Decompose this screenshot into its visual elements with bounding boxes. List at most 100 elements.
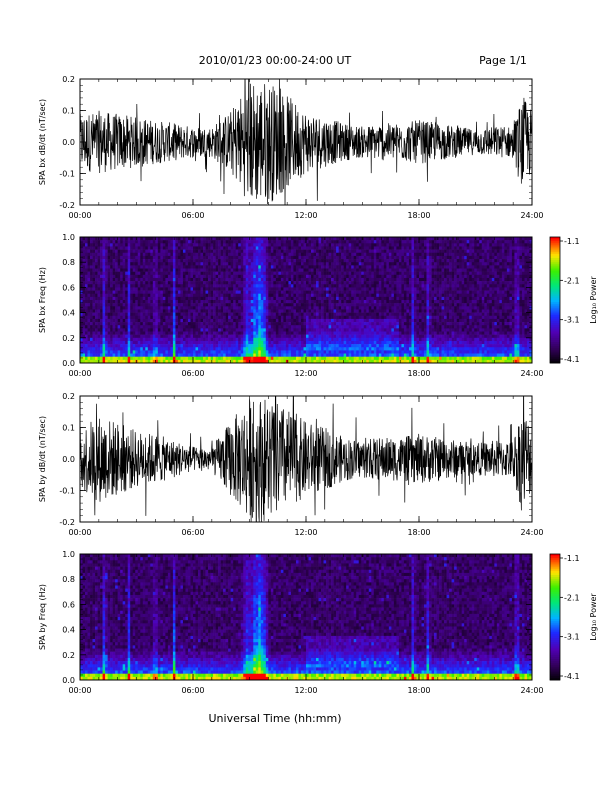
spectrogram-cell [137, 287, 141, 291]
spectrogram-cell [182, 293, 186, 298]
spectrogram-cell [127, 243, 131, 247]
spectrogram-cell [182, 252, 186, 257]
spectrogram-cell [300, 240, 304, 244]
spectrogram-cell [328, 262, 332, 266]
spectrogram-cell [343, 293, 347, 298]
spectrogram-cell [225, 271, 229, 276]
spectrogram-cell [225, 284, 229, 288]
spectrogram-cell [92, 322, 96, 326]
spectrogram-cell [283, 300, 287, 304]
spectrogram-cell [175, 259, 179, 263]
spectrogram-cell [198, 287, 201, 291]
spectrogram-cell [223, 325, 226, 329]
spectrogram-cell [198, 296, 201, 301]
spectrogram-cell [333, 344, 337, 348]
spectrogram-cell [306, 252, 309, 257]
spectrogram-cell [313, 277, 317, 282]
spectrogram-cell [142, 344, 146, 348]
spectrogram-cell [230, 350, 234, 354]
spectrogram-cell [120, 344, 123, 348]
spectrogram-cell [233, 356, 236, 361]
spectrogram-cell [115, 240, 118, 244]
spectrogram-cell [115, 246, 118, 250]
spectrogram-cell [137, 347, 141, 351]
spectrogram-cell [140, 243, 144, 247]
spectrogram-cell [132, 300, 136, 304]
spectrogram-cell [132, 274, 136, 279]
spectrogram-cell [338, 350, 342, 354]
spectrogram-cell [218, 300, 221, 304]
spectrogram-cell [353, 318, 357, 323]
spectrogram-cell [356, 268, 360, 272]
spectrogram-cell [102, 322, 106, 326]
spectrogram-cell [175, 340, 179, 345]
spectrogram-cell [306, 284, 309, 288]
spectrogram-cell [255, 268, 259, 272]
spectrogram-cell [253, 293, 257, 298]
spectrogram-cell [210, 322, 214, 326]
spectrogram-cell [368, 277, 372, 282]
spectrogram-cell [295, 325, 299, 329]
spectrogram-cell [298, 246, 302, 250]
spectrogram-cell [240, 287, 244, 291]
spectrogram-cell [245, 306, 249, 310]
spectrogram-cell [190, 265, 194, 269]
spectrogram-cell [117, 303, 121, 307]
spectrogram-cell [308, 240, 312, 244]
spectrogram-cell [285, 287, 289, 291]
spectrogram-cell [300, 243, 304, 247]
spectrogram-cell [177, 347, 181, 351]
spectrogram-cell [175, 315, 179, 320]
spectrogram-cell [275, 315, 279, 320]
spectrogram-cell [373, 334, 377, 339]
spectrogram-cell [140, 359, 144, 364]
spectrogram-cell [250, 334, 254, 339]
spectrogram-cell [275, 268, 279, 272]
spectrogram-cell [208, 287, 211, 291]
spectrogram-cell [326, 284, 329, 288]
spectrogram-cell [117, 344, 121, 348]
spectrogram-cell [308, 340, 312, 345]
spectrogram-cell [218, 262, 221, 266]
spectrogram-cell [351, 240, 355, 244]
spectrogram-cell [290, 337, 294, 342]
spectrogram-cell [316, 337, 319, 342]
spectrogram-cell [243, 353, 247, 357]
spectrogram-cell [300, 300, 304, 304]
spectrogram-cell [260, 337, 264, 342]
spectrogram-cell [195, 240, 199, 244]
spectrogram-cell [303, 255, 307, 260]
spectrogram-cell [273, 353, 277, 357]
spectrogram-cell [321, 318, 324, 323]
spectrogram-cell [230, 325, 234, 329]
spectrogram-cell [87, 252, 91, 257]
spectrogram-cell [80, 296, 83, 301]
spectrogram-cell [167, 344, 171, 348]
spectrogram-cell [353, 255, 357, 260]
spectrogram-cell [313, 243, 317, 247]
spectrogram-cell [177, 344, 181, 348]
spectrogram-cell [353, 277, 357, 282]
spectrogram-cell [331, 347, 334, 351]
spectrogram-cell [371, 240, 375, 244]
spectrogram-cell [145, 356, 149, 361]
spectrogram-cell [147, 296, 151, 301]
spectrogram-cell [150, 237, 154, 241]
spectrogram-cell [378, 284, 382, 288]
spectrogram-cell [295, 350, 299, 354]
spectrogram-cell [341, 309, 344, 313]
spectrogram-cell [208, 318, 211, 323]
spectrogram-cell [157, 265, 161, 269]
spectrogram-cell [107, 340, 111, 345]
spectrogram-cell [338, 274, 342, 279]
spectrogram-cell [346, 344, 349, 348]
spectrogram-cell [120, 287, 123, 291]
spectrogram-cell [351, 318, 355, 323]
spectrogram-cell [90, 344, 93, 348]
spectrogram-cell [97, 322, 101, 326]
spectrogram-cell [356, 303, 360, 307]
spectrogram-cell [311, 300, 314, 304]
spectrogram-cell [80, 322, 83, 326]
spectrogram-cell [92, 284, 96, 288]
spectrogram-cell [311, 350, 314, 354]
